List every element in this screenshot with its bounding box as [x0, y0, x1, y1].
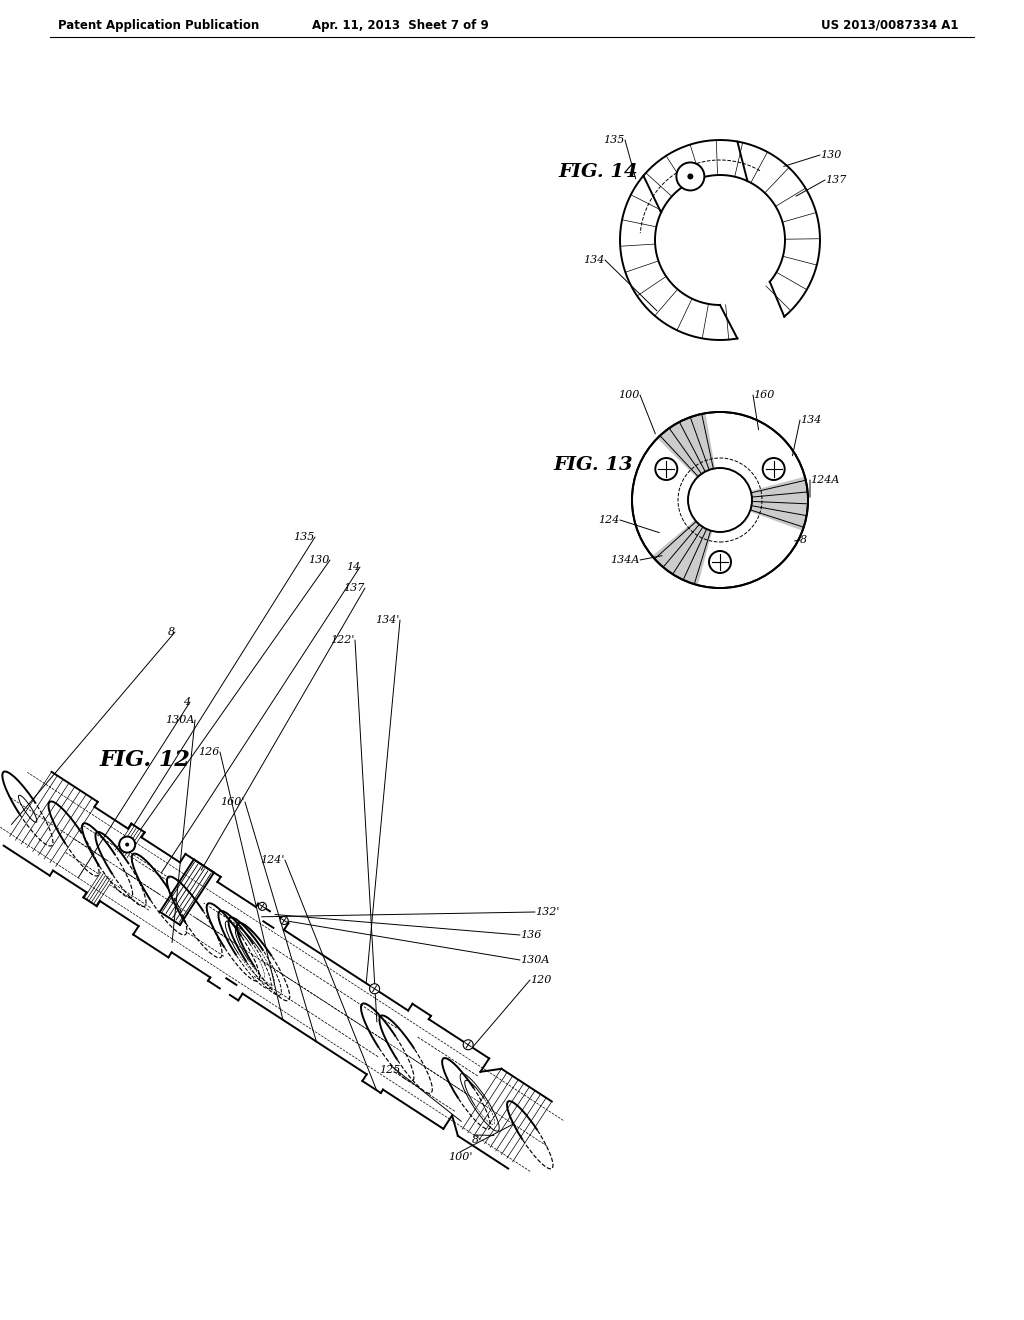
Text: 122': 122' [331, 635, 355, 645]
Polygon shape [657, 413, 715, 478]
Text: 132': 132' [535, 907, 559, 917]
Text: 100': 100' [447, 1152, 472, 1162]
Text: 124: 124 [599, 515, 620, 525]
Text: 130A: 130A [166, 715, 195, 725]
Circle shape [763, 458, 784, 480]
Text: 134: 134 [584, 255, 605, 265]
Text: 14: 14 [346, 562, 360, 572]
Circle shape [281, 916, 288, 924]
Text: 126: 126 [199, 747, 220, 756]
Circle shape [655, 458, 677, 480]
Polygon shape [652, 520, 712, 585]
Text: 100: 100 [618, 389, 640, 400]
Circle shape [125, 842, 129, 846]
Text: 8: 8 [800, 535, 807, 545]
Text: 134': 134' [376, 615, 400, 624]
Circle shape [677, 162, 705, 190]
Circle shape [258, 903, 266, 911]
Text: 136: 136 [520, 931, 542, 940]
Polygon shape [632, 412, 808, 587]
Circle shape [688, 469, 752, 532]
Text: 124': 124' [261, 855, 285, 865]
Text: US 2013/0087334 A1: US 2013/0087334 A1 [821, 18, 958, 32]
Text: 137: 137 [344, 583, 365, 593]
Circle shape [463, 1040, 473, 1049]
Text: 4: 4 [183, 697, 190, 708]
Text: 160': 160' [220, 797, 245, 807]
Circle shape [709, 550, 731, 573]
Text: 125: 125 [379, 1065, 400, 1074]
Text: FIG. 12: FIG. 12 [100, 748, 190, 771]
Circle shape [687, 173, 693, 180]
Text: 134: 134 [800, 414, 821, 425]
Circle shape [370, 983, 380, 994]
Polygon shape [750, 478, 808, 531]
Text: FIG. 14: FIG. 14 [558, 162, 638, 181]
Text: 135: 135 [294, 532, 315, 543]
Text: FIG. 13: FIG. 13 [553, 455, 633, 474]
Text: 134A: 134A [610, 554, 640, 565]
Text: 130: 130 [308, 554, 330, 565]
Text: 135: 135 [603, 135, 625, 145]
Circle shape [119, 837, 135, 853]
Text: 124A: 124A [810, 475, 840, 484]
Text: 8: 8 [471, 1135, 478, 1144]
Text: 130A: 130A [520, 954, 549, 965]
Text: 8: 8 [168, 627, 175, 638]
Text: Patent Application Publication: Patent Application Publication [58, 18, 259, 32]
Text: Apr. 11, 2013  Sheet 7 of 9: Apr. 11, 2013 Sheet 7 of 9 [311, 18, 488, 32]
Text: 120: 120 [530, 975, 551, 985]
Text: 137: 137 [825, 176, 847, 185]
Text: 130: 130 [820, 150, 842, 160]
Text: 160: 160 [753, 389, 774, 400]
